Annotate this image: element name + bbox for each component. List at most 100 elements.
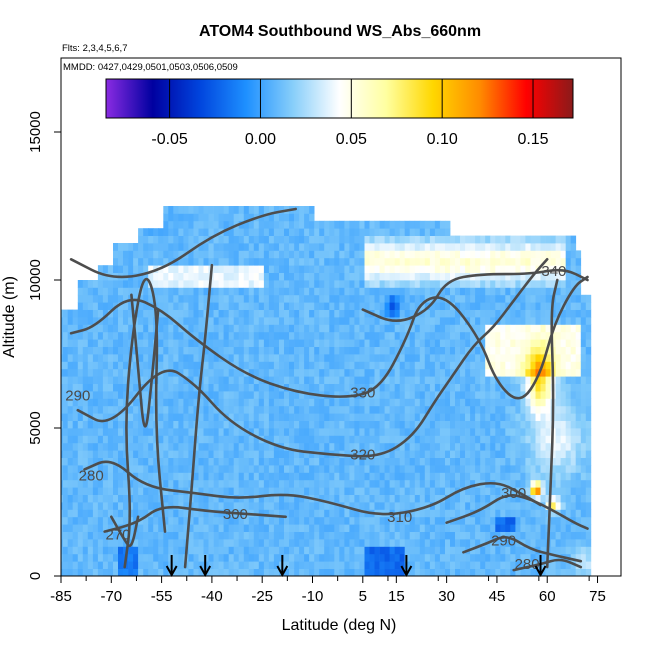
heatmap-cell [138,361,144,370]
heatmap-cell [495,457,501,466]
heatmap-cell [223,220,229,229]
heatmap-cell [404,391,411,399]
heatmap-cell [279,220,285,229]
heatmap-cell [424,509,431,518]
heatmap-cell [364,561,370,569]
heatmap-cell [218,294,224,303]
heatmap-cell [540,539,546,547]
heatmap-cell [550,457,556,466]
heatmap-cell [545,398,551,407]
heatmap-cell [223,494,229,503]
heatmap-cell [334,398,340,407]
heatmap-cell [284,435,290,444]
heatmap-cell [299,539,305,547]
heatmap-cell [540,546,546,555]
heatmap-cell [495,524,501,532]
heatmap-cell [349,272,355,281]
heatmap-cell [515,428,521,436]
heatmap-cell [128,250,134,259]
heatmap-cell [429,539,436,547]
heatmap-cell [404,228,411,236]
heatmap-cell [268,561,275,569]
heatmap-cell [294,509,300,518]
heatmap-cell [465,302,471,310]
heatmap-cell [429,457,436,466]
heatmap-cell [354,568,360,576]
heatmap-cell [107,516,114,525]
heatmap-cell [133,568,139,576]
heatmap-cell [183,302,189,310]
heatmap-cell [414,561,421,569]
heatmap-cell [87,487,94,495]
heatmap-cell [243,265,250,273]
heatmap-cell [379,568,385,576]
heatmap-cell [243,487,250,495]
heatmap-cell [470,302,476,310]
heatmap-cell [218,265,224,273]
heatmap-cell [555,235,561,244]
heatmap-cell [173,272,179,281]
heatmap-cell [560,494,566,503]
heatmap-cell [530,368,536,377]
heatmap-cell [434,368,441,377]
heatmap-cell [409,368,416,377]
heatmap-cell [228,294,235,303]
heatmap-cell [455,302,461,310]
heatmap-cell [263,272,270,281]
heatmap-cell [248,413,255,421]
heatmap-cell [565,317,572,325]
heatmap-cell [329,457,335,466]
heatmap-cell [183,509,189,518]
heatmap-cell [188,302,194,310]
heatmap-cell [389,391,395,399]
heatmap-cell [495,516,501,525]
heatmap-cell [510,361,516,370]
heatmap-cell [143,243,149,251]
heatmap-cell [309,509,315,518]
heatmap-cell [404,494,411,503]
heatmap-cell [62,354,69,362]
heatmap-cell [133,324,139,333]
heatmap-cell [193,398,199,407]
heatmap-cell [273,339,280,347]
heatmap-cell [495,294,501,303]
heatmap-cell [284,287,290,296]
heatmap-cell [198,420,204,429]
heatmap-cell [515,361,521,370]
heatmap-cell [389,250,395,259]
heatmap-cell [364,257,370,266]
heatmap-cell [455,405,461,414]
heatmap-cell [268,450,275,458]
heatmap-cell [470,472,476,481]
heatmap-cell [359,472,365,481]
heatmap-cell [143,442,149,451]
heatmap-cell [92,561,99,569]
heatmap-cell [123,516,129,525]
heatmap-cell [263,509,270,518]
heatmap-cell [490,509,496,518]
heatmap-cell [258,265,265,273]
heatmap-cell [314,472,320,481]
heatmap-cell [102,324,109,333]
heatmap-cell [490,405,496,414]
heatmap-cell [87,398,94,407]
heatmap-cell [530,516,536,525]
heatmap-cell [470,450,476,458]
heatmap-cell [168,331,174,340]
heatmap-cell [339,346,345,355]
heatmap-cell [500,509,506,518]
heatmap-cell [535,524,541,532]
heatmap-cell [128,405,134,414]
heatmap-cell [359,383,365,392]
heatmap-cell [359,487,365,495]
heatmap-cell [258,250,265,259]
heatmap-cell [455,250,461,259]
heatmap-cell [525,561,531,569]
heatmap-cell [570,309,577,318]
heatmap-cell [555,287,561,296]
heatmap-cell [389,465,395,473]
heatmap-cell [419,420,426,429]
heatmap-cell [309,324,315,333]
heatmap-cell [193,294,199,303]
heatmap-cell [379,479,385,488]
